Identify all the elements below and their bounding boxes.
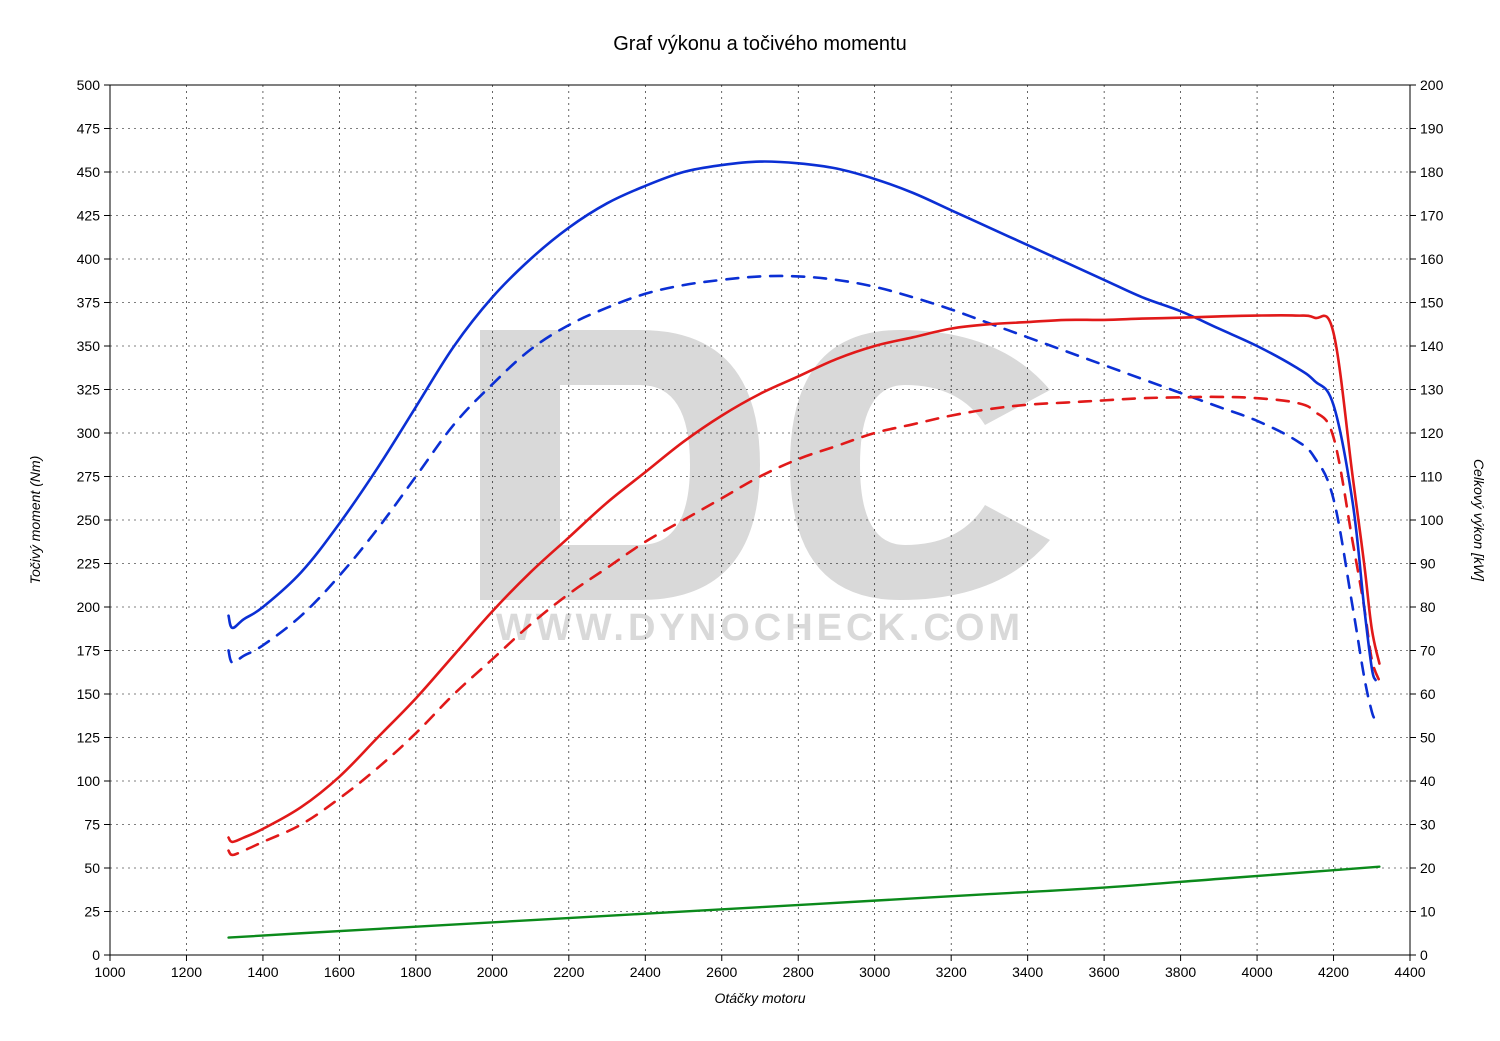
y-right-tick-label: 190: [1420, 121, 1444, 137]
y-left-tick-label: 0: [92, 947, 100, 963]
y-left-tick-label: 275: [77, 469, 101, 485]
chart-svg: WWW.DYNOCHECK.COM10001200140016001800200…: [0, 0, 1500, 1041]
y-right-tick-label: 90: [1420, 556, 1436, 572]
x-tick-label: 4000: [1241, 964, 1272, 980]
y-left-tick-label: 450: [77, 164, 101, 180]
y-left-tick-label: 225: [77, 556, 101, 572]
x-tick-label: 1200: [171, 964, 202, 980]
y-right-tick-label: 110: [1420, 469, 1443, 485]
y-right-tick-label: 170: [1420, 208, 1444, 224]
x-tick-label: 2400: [630, 964, 661, 980]
y-left-tick-label: 200: [77, 599, 101, 615]
y-left-tick-label: 350: [77, 338, 101, 354]
watermark: [480, 330, 1050, 600]
watermark-text: WWW.DYNOCHECK.COM: [496, 607, 1024, 649]
x-tick-label: 1400: [247, 964, 278, 980]
series-loss: [229, 867, 1380, 938]
y-left-tick-label: 150: [77, 686, 101, 702]
y-right-tick-label: 100: [1420, 512, 1444, 528]
y-right-tick-label: 10: [1420, 904, 1436, 920]
axis-ticks: 1000120014001600180020002200240026002800…: [77, 77, 1444, 980]
x-axis-label: Otáčky motoru: [714, 990, 805, 1006]
y-right-tick-label: 80: [1420, 599, 1436, 615]
y-right-tick-label: 150: [1420, 295, 1444, 311]
y-left-tick-label: 50: [84, 860, 100, 876]
y-right-tick-label: 160: [1420, 251, 1444, 267]
y-right-tick-label: 20: [1420, 860, 1436, 876]
dyno-chart: WWW.DYNOCHECK.COM10001200140016001800200…: [0, 0, 1500, 1041]
y-right-tick-label: 30: [1420, 817, 1436, 833]
y-right-tick-label: 120: [1420, 425, 1444, 441]
chart-title: Graf výkonu a točivého momentu: [613, 33, 906, 55]
y-left-tick-label: 475: [77, 121, 101, 137]
y-right-tick-label: 0: [1420, 947, 1428, 963]
y-left-tick-label: 250: [77, 512, 101, 528]
y-right-axis-label: Celkový výkon [kW]: [1471, 459, 1487, 582]
y-left-axis-label: Točivý moment (Nm): [27, 456, 43, 585]
y-left-tick-label: 125: [77, 730, 101, 746]
grid: [110, 85, 1410, 955]
x-tick-label: 2800: [783, 964, 814, 980]
x-tick-label: 3600: [1089, 964, 1120, 980]
y-left-tick-label: 500: [77, 77, 101, 93]
y-left-tick-label: 375: [77, 295, 101, 311]
y-left-tick-label: 400: [77, 251, 101, 267]
x-tick-label: 2200: [553, 964, 584, 980]
y-right-tick-label: 140: [1420, 338, 1444, 354]
y-right-tick-label: 50: [1420, 730, 1436, 746]
y-left-tick-label: 300: [77, 425, 101, 441]
y-left-tick-label: 425: [77, 208, 101, 224]
x-tick-label: 4400: [1394, 964, 1425, 980]
x-tick-label: 1600: [324, 964, 355, 980]
y-right-tick-label: 130: [1420, 382, 1444, 398]
y-right-tick-label: 70: [1420, 643, 1436, 659]
y-right-tick-label: 180: [1420, 164, 1444, 180]
x-tick-label: 3400: [1012, 964, 1043, 980]
y-right-tick-label: 40: [1420, 773, 1436, 789]
x-tick-label: 3200: [936, 964, 967, 980]
x-tick-label: 3800: [1165, 964, 1196, 980]
y-left-tick-label: 100: [77, 773, 101, 789]
y-left-tick-label: 175: [77, 643, 101, 659]
y-left-tick-label: 75: [84, 817, 100, 833]
x-tick-label: 4200: [1318, 964, 1349, 980]
y-left-tick-label: 325: [77, 382, 101, 398]
y-right-tick-label: 200: [1420, 77, 1444, 93]
x-tick-label: 2000: [477, 964, 508, 980]
x-tick-label: 1800: [400, 964, 431, 980]
x-tick-label: 2600: [706, 964, 737, 980]
x-tick-label: 1000: [94, 964, 125, 980]
x-tick-label: 3000: [859, 964, 890, 980]
y-left-tick-label: 25: [84, 904, 100, 920]
y-right-tick-label: 60: [1420, 686, 1436, 702]
